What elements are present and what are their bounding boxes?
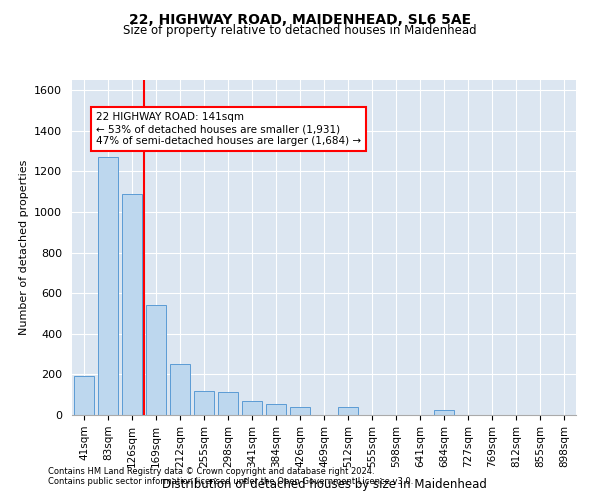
- Text: Size of property relative to detached houses in Maidenhead: Size of property relative to detached ho…: [123, 24, 477, 37]
- Y-axis label: Number of detached properties: Number of detached properties: [19, 160, 29, 335]
- X-axis label: Distribution of detached houses by size in Maidenhead: Distribution of detached houses by size …: [161, 478, 487, 491]
- Bar: [170, 364, 190, 415]
- Bar: [434, 410, 454, 415]
- Bar: [194, 390, 214, 415]
- Text: 22, HIGHWAY ROAD, MAIDENHEAD, SL6 5AE: 22, HIGHWAY ROAD, MAIDENHEAD, SL6 5AE: [129, 12, 471, 26]
- Text: Contains HM Land Registry data © Crown copyright and database right 2024.: Contains HM Land Registry data © Crown c…: [48, 467, 374, 476]
- Bar: [338, 407, 358, 415]
- Bar: [146, 306, 166, 415]
- Text: Contains public sector information licensed under the Open Government Licence v3: Contains public sector information licen…: [48, 477, 413, 486]
- Bar: [98, 157, 118, 415]
- Bar: [266, 404, 286, 415]
- Bar: [74, 376, 94, 415]
- Bar: [122, 194, 142, 415]
- Bar: [218, 392, 238, 415]
- Bar: [242, 401, 262, 415]
- Bar: [290, 407, 310, 415]
- Text: 22 HIGHWAY ROAD: 141sqm
← 53% of detached houses are smaller (1,931)
47% of semi: 22 HIGHWAY ROAD: 141sqm ← 53% of detache…: [96, 112, 361, 146]
